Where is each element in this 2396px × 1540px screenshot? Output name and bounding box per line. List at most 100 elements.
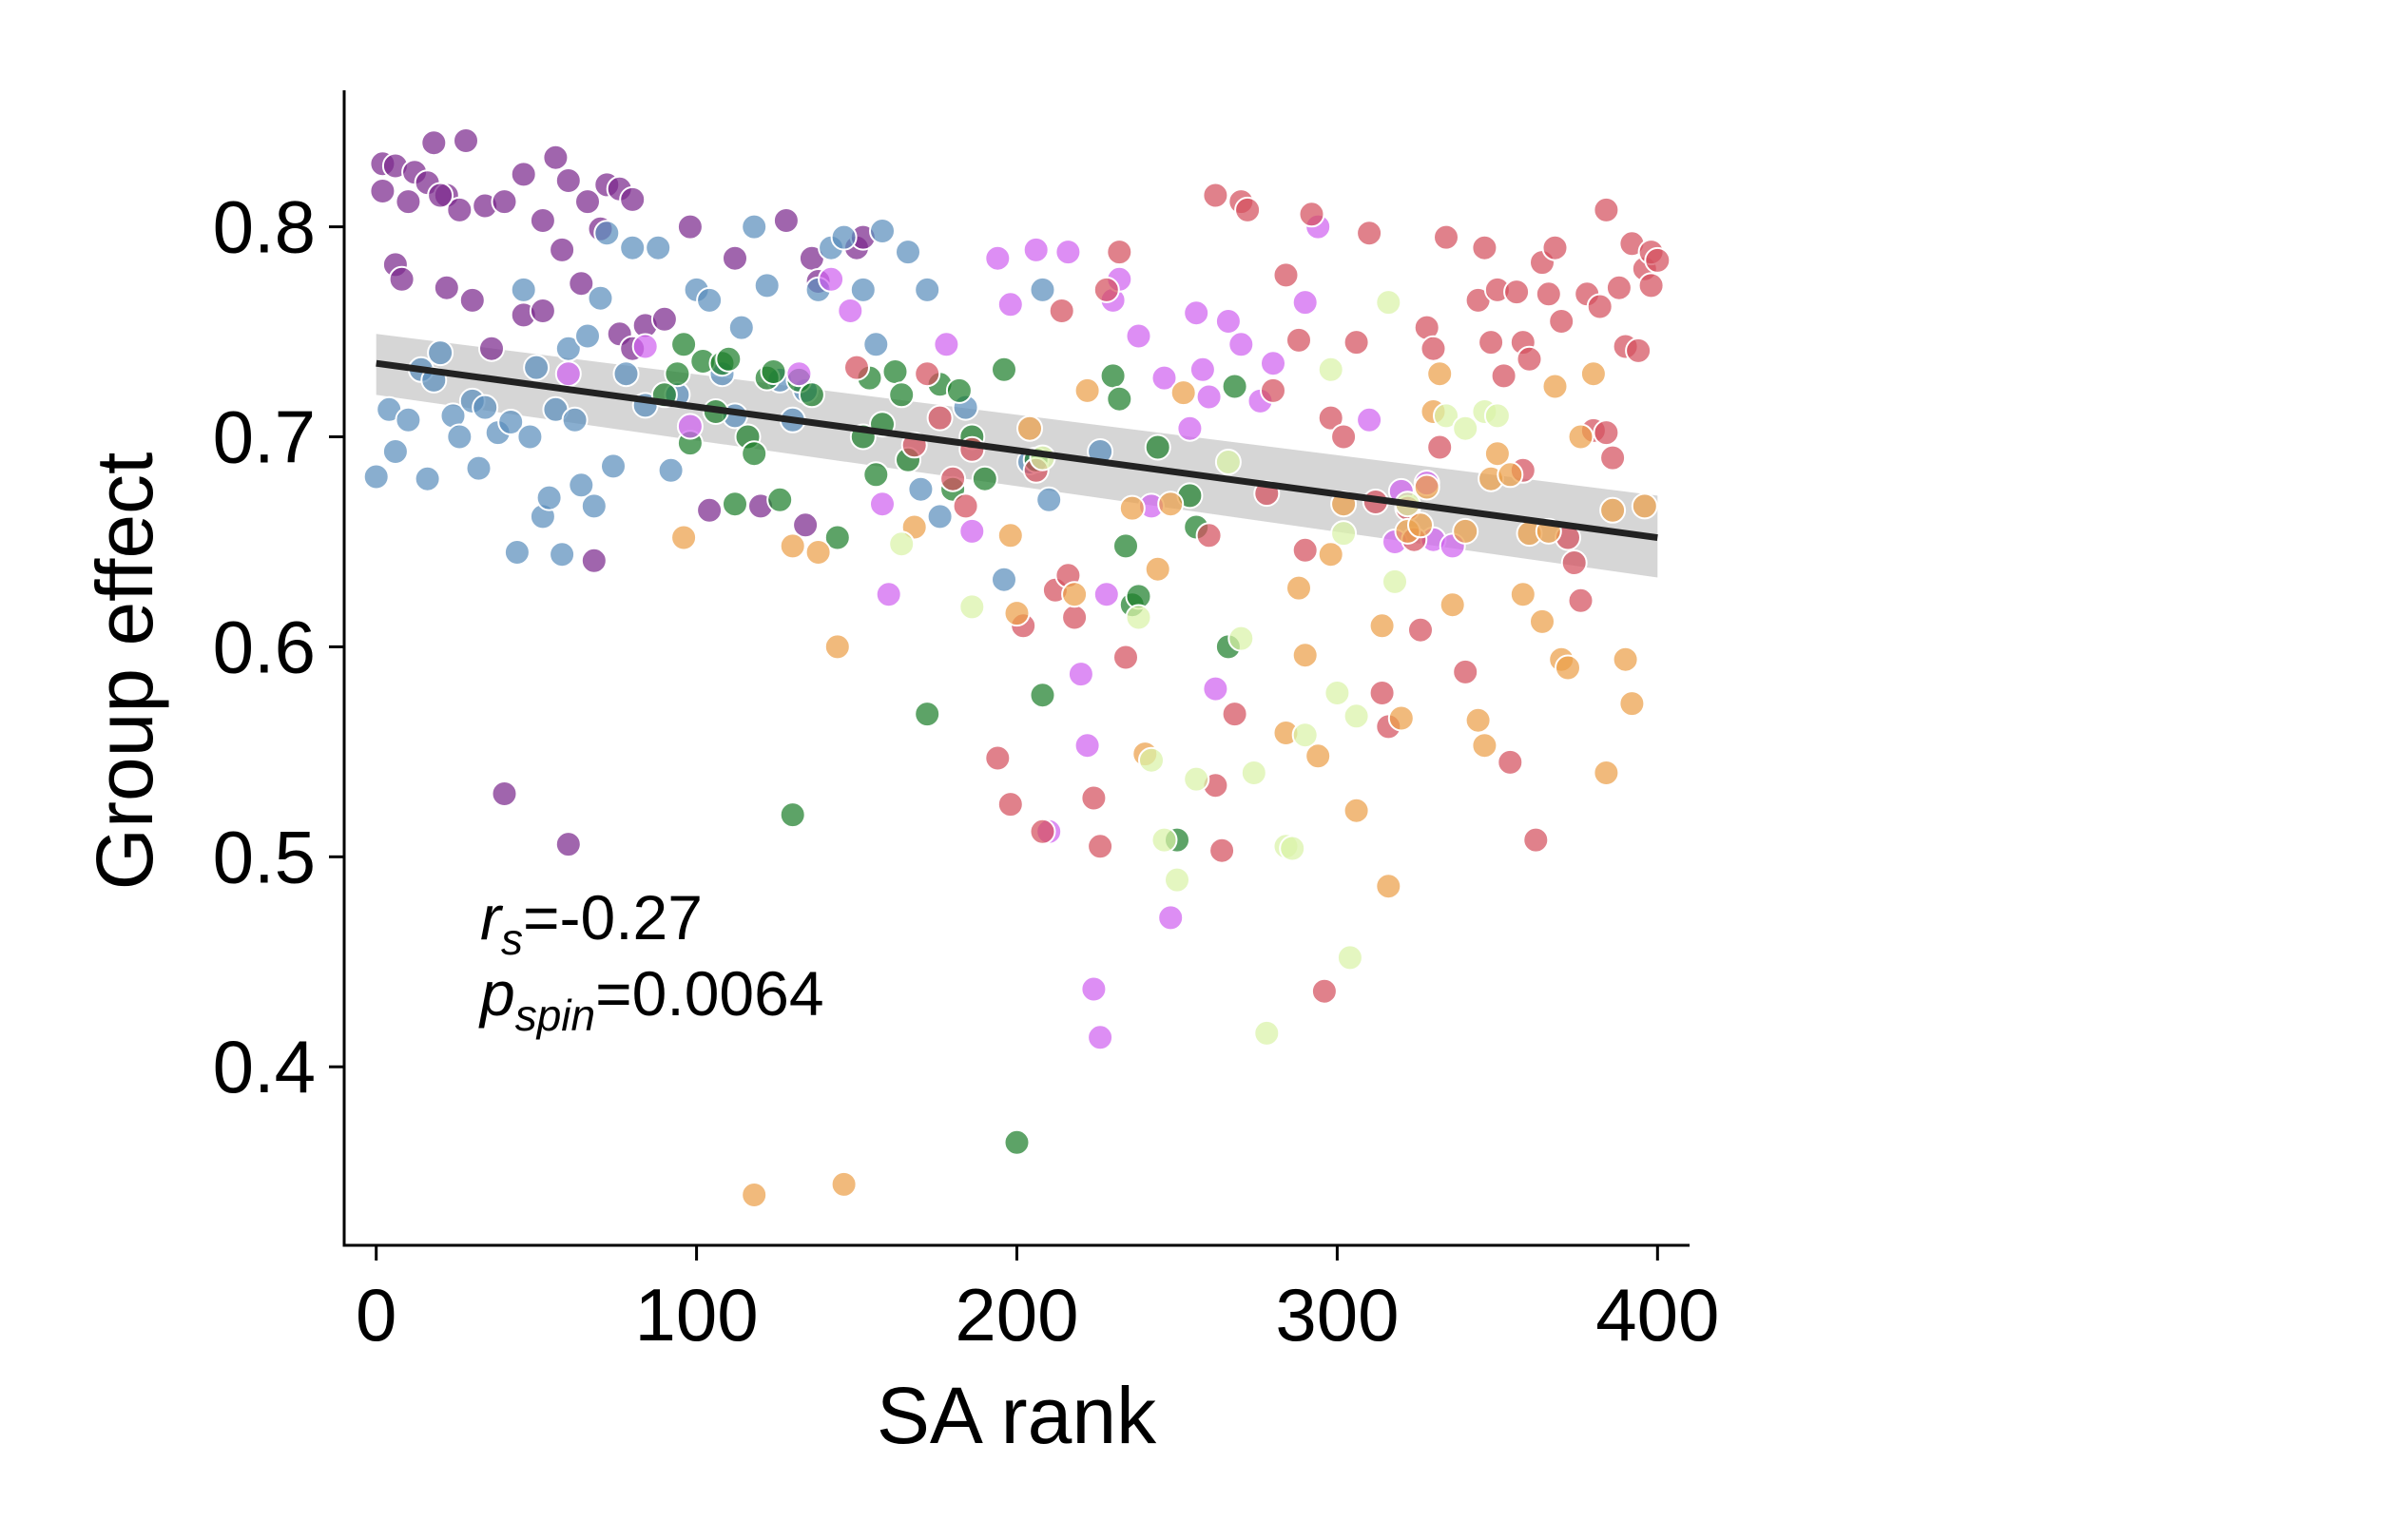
data-point-group-4 xyxy=(1195,383,1223,411)
data-point-group-1 xyxy=(772,207,800,234)
data-point-group-5 xyxy=(1298,201,1325,228)
data-point-group-6 xyxy=(1073,376,1101,404)
data-point-group-2 xyxy=(523,354,551,381)
data-point-group-6 xyxy=(1003,600,1031,627)
data-point-group-1 xyxy=(696,496,724,524)
pspin-annotation: pspin=0.0064 xyxy=(478,958,824,1040)
data-point-group-6 xyxy=(1285,574,1312,602)
rs-value: =-0.27 xyxy=(523,882,703,953)
data-point-group-3 xyxy=(798,381,825,409)
data-point-group-4 xyxy=(554,360,582,388)
data-point-group-5 xyxy=(1497,748,1524,776)
data-point-group-4 xyxy=(1202,675,1229,703)
data-point-group-2 xyxy=(561,406,589,433)
data-point-group-1 xyxy=(433,274,460,301)
data-point-group-1 xyxy=(420,129,448,157)
data-point-group-2 xyxy=(657,456,685,484)
data-point-group-1 xyxy=(491,188,518,216)
data-point-group-7 xyxy=(1483,402,1511,430)
data-point-group-3 xyxy=(760,358,787,385)
data-point-group-6 xyxy=(1061,581,1089,608)
data-point-group-6 xyxy=(1471,732,1498,760)
data-point-group-5 xyxy=(1407,616,1434,644)
data-point-group-6 xyxy=(1555,654,1581,682)
data-point-group-4 xyxy=(1214,308,1242,335)
data-point-group-1 xyxy=(792,511,820,539)
data-point-group-6 xyxy=(1631,492,1658,520)
data-point-group-4 xyxy=(1150,364,1178,392)
data-point-group-2 xyxy=(1029,276,1056,303)
data-point-group-1 xyxy=(427,182,454,209)
x-tick-label: 300 xyxy=(1275,1273,1399,1357)
data-point-group-6 xyxy=(1509,581,1536,608)
data-point-group-4 xyxy=(1188,356,1216,383)
data-point-group-7 xyxy=(1214,449,1242,475)
data-point-group-5 xyxy=(1221,701,1248,728)
data-point-group-2 xyxy=(381,438,409,465)
data-point-group-5 xyxy=(1560,549,1588,576)
data-point-group-1 xyxy=(568,270,595,298)
ci-band xyxy=(376,334,1658,578)
data-point-group-1 xyxy=(580,547,608,574)
data-point-group-2 xyxy=(362,463,390,491)
data-point-group-2 xyxy=(612,360,640,388)
data-point-group-7 xyxy=(1150,826,1178,854)
regression-ci-band xyxy=(376,334,1658,578)
data-point-group-6 xyxy=(1497,461,1524,489)
data-point-group-4 xyxy=(1183,299,1210,327)
data-point-group-7 xyxy=(888,530,916,558)
data-point-group-2 xyxy=(895,239,921,266)
data-point-group-7 xyxy=(1240,760,1267,786)
data-point-group-2 xyxy=(574,322,601,350)
data-point-group-2 xyxy=(549,541,576,568)
data-point-group-7 xyxy=(1227,625,1255,652)
data-point-group-7 xyxy=(1433,402,1459,430)
data-point-group-6 xyxy=(996,522,1024,549)
y-tick-label: 0.4 xyxy=(213,1025,316,1108)
rs-subscript: s xyxy=(501,914,523,964)
data-point-group-3 xyxy=(670,331,698,358)
data-point-group-5 xyxy=(1535,280,1562,308)
data-point-group-6 xyxy=(1541,373,1569,400)
data-point-group-3 xyxy=(715,345,743,373)
data-point-group-1 xyxy=(529,207,556,234)
data-point-group-5 xyxy=(1548,308,1575,335)
data-point-group-6 xyxy=(1413,473,1440,501)
data-point-group-3 xyxy=(722,491,748,518)
data-point-group-5 xyxy=(1426,433,1454,461)
data-point-group-1 xyxy=(478,335,505,362)
data-point-group-6 xyxy=(1387,704,1415,732)
data-point-group-2 xyxy=(580,492,608,520)
data-point-group-5 xyxy=(1048,298,1075,324)
data-point-group-2 xyxy=(869,218,896,244)
data-point-group-6 xyxy=(1599,496,1627,524)
data-point-group-6 xyxy=(1157,491,1185,518)
data-point-group-3 xyxy=(1221,373,1248,400)
data-point-group-7 xyxy=(1375,289,1402,317)
data-point-group-4 xyxy=(676,413,704,440)
data-point-group-5 xyxy=(1356,220,1383,247)
data-point-group-5 xyxy=(1567,587,1594,614)
y-tick-label: 0.5 xyxy=(213,815,316,898)
data-point-group-4 xyxy=(869,491,896,518)
data-point-group-1 xyxy=(458,286,486,314)
data-point-group-5 xyxy=(1516,345,1543,373)
data-point-group-1 xyxy=(446,196,473,223)
data-point-group-4 xyxy=(1054,239,1082,266)
data-point-group-3 xyxy=(664,360,691,388)
data-point-group-3 xyxy=(862,461,890,489)
data-point-group-2 xyxy=(619,234,647,261)
data-point-group-2 xyxy=(446,423,473,451)
data-point-group-6 xyxy=(804,539,832,566)
data-point-group-2 xyxy=(568,472,595,499)
data-point-group-5 xyxy=(1260,376,1286,404)
data-point-group-4 xyxy=(1176,414,1204,442)
data-point-group-5 xyxy=(843,354,870,381)
data-point-group-3 xyxy=(1099,362,1127,390)
data-point-group-1 xyxy=(529,298,556,324)
data-point-group-5 xyxy=(1593,196,1620,223)
data-point-group-5 xyxy=(1503,279,1531,306)
scatter-points xyxy=(362,127,1671,1208)
data-point-group-4 xyxy=(1356,406,1383,433)
